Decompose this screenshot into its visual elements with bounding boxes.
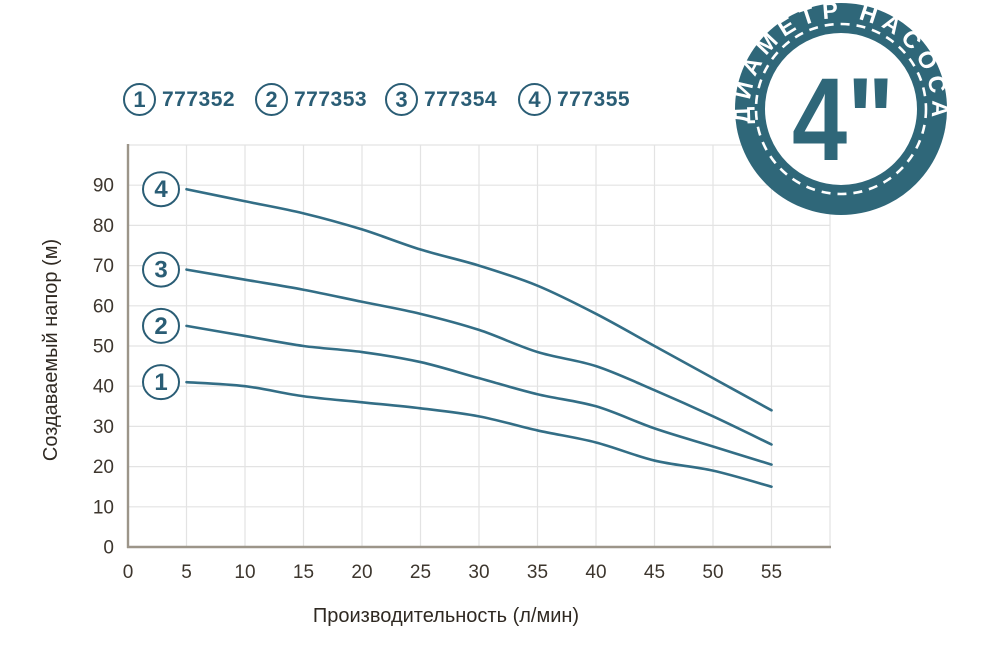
curve-label-circle-3 xyxy=(142,251,180,288)
badge-ring xyxy=(735,3,947,215)
curve-777354 xyxy=(185,268,773,446)
y-tick-label: 90 xyxy=(93,176,114,197)
y-tick-label: 50 xyxy=(93,337,114,358)
x-tick-label: 0 xyxy=(123,562,134,583)
legend-model-777354: 777354 xyxy=(424,87,498,111)
y-tick-label: 40 xyxy=(93,377,114,398)
y-tick-label: 20 xyxy=(93,457,114,478)
legend-item-3: 3 777354 xyxy=(385,83,497,116)
x-tick-label: 55 xyxy=(761,562,782,583)
x-tick-label: 10 xyxy=(234,562,255,583)
legend-model-777352: 777352 xyxy=(162,87,236,111)
curve-label-number-4: 4 xyxy=(154,176,168,203)
legend-model-777355: 777355 xyxy=(557,87,631,111)
y-axis-title: Создаваемый напор (м) xyxy=(40,239,62,461)
y-tick-label: 60 xyxy=(93,296,114,317)
curve-label-circle-1 xyxy=(142,364,180,401)
curve-label-number-1: 1 xyxy=(154,369,167,396)
x-tick-label: 25 xyxy=(410,562,431,583)
curve-777355 xyxy=(185,187,773,412)
x-tick-label: 45 xyxy=(644,562,665,583)
legend-item-4: 4 777355 xyxy=(518,83,630,116)
x-tick-label: 5 xyxy=(181,562,192,583)
legend-item-2: 2 777353 xyxy=(255,83,367,116)
badge-size-label: 4" xyxy=(792,54,894,186)
pump-diameter-badge: ДИАМЕТР НАСОСА 4" xyxy=(729,0,947,215)
badge-inner-disc xyxy=(763,31,919,187)
y-tick-label: 30 xyxy=(93,417,114,438)
x-tick-label: 30 xyxy=(468,562,489,583)
y-tick-label: 70 xyxy=(93,256,114,277)
curve-777352 xyxy=(185,380,773,488)
legend-model-777353: 777353 xyxy=(294,87,368,111)
legend-item-1: 1 777352 xyxy=(123,83,235,116)
y-tick-label: 0 xyxy=(103,538,114,559)
x-tick-label: 20 xyxy=(351,562,372,583)
legend-index-badge-3: 3 xyxy=(385,83,418,116)
legend-index-badge-1: 1 xyxy=(123,83,156,116)
curve-label-number-2: 2 xyxy=(154,313,167,340)
x-tick-label: 50 xyxy=(702,562,723,583)
x-axis-title: Производительность (л/мин) xyxy=(313,605,579,627)
curve-label-number-3: 3 xyxy=(154,257,167,284)
curve-label-circle-2 xyxy=(142,307,180,344)
x-tick-label: 35 xyxy=(527,562,548,583)
x-tick-label: 40 xyxy=(585,562,606,583)
y-tick-label: 80 xyxy=(93,216,114,237)
badge-dashed-circle-icon xyxy=(754,22,928,196)
curve-777353 xyxy=(185,324,773,466)
legend-index-badge-2: 2 xyxy=(255,83,288,116)
y-tick-label: 10 xyxy=(93,497,114,518)
x-tick-label: 15 xyxy=(293,562,314,583)
badge-stamp-icon: ДИАМЕТР НАСОСА 4" xyxy=(729,0,947,215)
legend-index-badge-4: 4 xyxy=(518,83,551,116)
curve-label-circle-4 xyxy=(142,171,180,208)
